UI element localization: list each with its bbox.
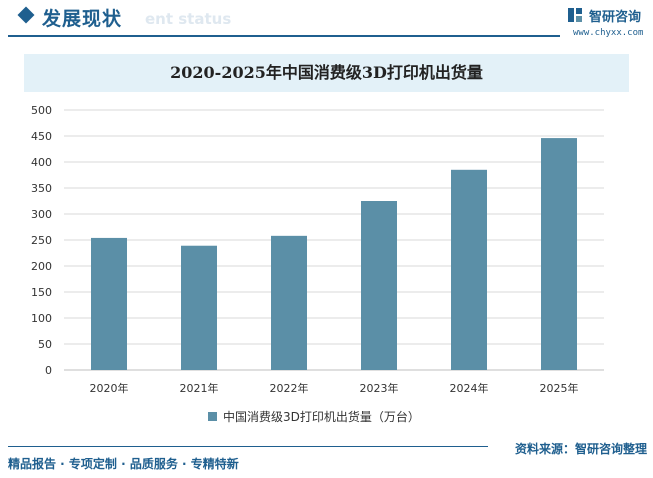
bar <box>451 169 487 370</box>
bar <box>541 138 577 370</box>
y-tick-label: 100 <box>31 312 52 325</box>
chart-legend: 中国消费级3D打印机出货量（万台） <box>208 407 420 425</box>
x-tick-label: 2022年 <box>270 381 309 395</box>
x-tick-label: 2021年 <box>180 381 219 395</box>
bar <box>361 201 397 370</box>
y-tick-label: 0 <box>45 364 52 377</box>
footer-tags: 精品报告 · 专项定制 · 品质服务 · 专精特新 <box>8 457 239 471</box>
bar <box>91 237 127 370</box>
x-tick-label: 2024年 <box>450 381 489 395</box>
chart-title: 2020-2025年中国消费级3D打印机出货量 <box>170 63 483 82</box>
y-tick-label: 300 <box>31 208 52 221</box>
logo-icon <box>568 8 582 22</box>
logo-text: 智研咨询 <box>589 10 642 25</box>
x-tick-label: 2025年 <box>540 381 579 395</box>
header-divider <box>8 35 560 37</box>
y-tick-label: 350 <box>31 182 52 195</box>
x-tick-label: 2023年 <box>360 381 399 395</box>
y-tick-label: 150 <box>31 286 52 299</box>
y-tick-label: 450 <box>31 130 52 143</box>
y-tick-label: 50 <box>38 338 52 351</box>
y-tick-label: 400 <box>31 156 52 169</box>
section-title: 发展现状 <box>42 8 123 30</box>
chart-title-band: 2020-2025年中国消费级3D打印机出货量 <box>24 54 629 92</box>
y-tick-label: 200 <box>31 260 52 273</box>
bar <box>181 245 217 370</box>
y-tick-label: 250 <box>31 234 52 247</box>
bar <box>271 235 307 370</box>
section-ghost-text: ent status <box>145 10 232 28</box>
logo-url: www.chyxx.com <box>573 28 644 38</box>
footer-divider <box>8 446 488 447</box>
legend-swatch <box>208 411 217 421</box>
page-header: 发展现状 ent status 智研咨询 www.chyxx.com <box>0 0 653 40</box>
data-source: 资料来源：智研咨询整理 <box>514 442 647 456</box>
y-tick-label: 500 <box>31 104 52 117</box>
brand-logo: 智研咨询 www.chyxx.com <box>565 5 650 39</box>
x-tick-label: 2020年 <box>90 381 129 395</box>
legend-label: 中国消费级3D打印机出货量（万台） <box>223 409 420 424</box>
